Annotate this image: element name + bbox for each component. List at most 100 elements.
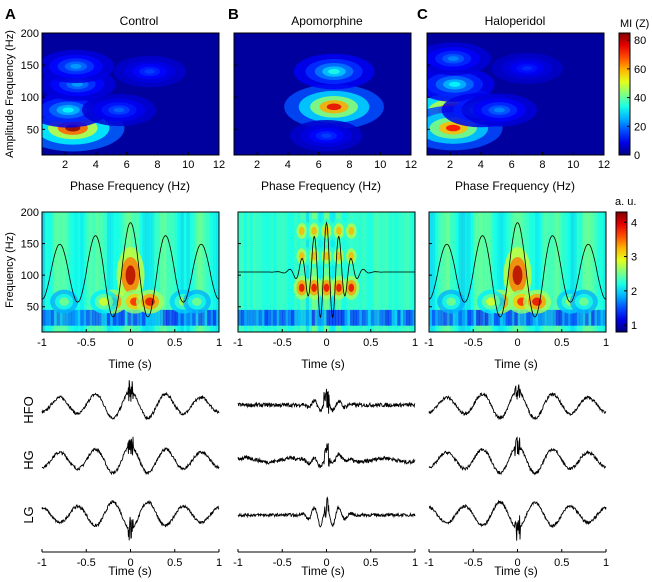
spectrogram-column <box>490 212 495 332</box>
y-tick-label: 100 <box>21 270 39 282</box>
low-band-cell <box>127 309 131 326</box>
mi-blob <box>62 107 74 113</box>
low-band-cell <box>186 309 190 326</box>
low-band-cell <box>347 309 351 326</box>
low-band-cell <box>350 309 354 326</box>
x-tick-label: 0.5 <box>363 337 378 349</box>
low-band-cell <box>133 309 137 326</box>
low-band-cell <box>526 309 530 326</box>
spectrogram-column <box>329 212 333 332</box>
low-band-cell <box>83 309 87 326</box>
low-band-cell <box>388 309 392 326</box>
row1-xlabel-a: Phase Frequency (Hz) <box>70 179 190 193</box>
x-tick-label: 0 <box>323 337 329 349</box>
x-tick-label: -1 <box>37 557 47 569</box>
comodulogram-a: 2 4 6 8 10 12 50 100 150 200 <box>21 28 225 171</box>
mi-blob <box>328 68 340 75</box>
row2-ylabel: Frequency (Hz) <box>4 232 16 308</box>
row2-xlabel-a: Time (s) <box>108 357 152 371</box>
mi-blob <box>521 66 533 71</box>
low-band-cell <box>112 309 117 326</box>
spectrogram-column <box>544 212 548 332</box>
row2-xlabel-b: Time (s) <box>301 357 345 371</box>
spectrogram-column <box>62 212 67 332</box>
low-band-cell <box>65 309 70 326</box>
low-band-cell <box>458 309 462 326</box>
low-band-cell <box>461 309 465 326</box>
low-band-cell <box>207 309 211 326</box>
spectrogram-column <box>350 212 354 332</box>
low-band-cell <box>80 309 84 326</box>
low-band-cell <box>124 309 129 326</box>
low-band-cell <box>558 309 563 326</box>
axes-frame <box>233 32 412 156</box>
traces-a: -1 -0.5 0 0.5 1 <box>37 380 222 569</box>
x-tick-label: 0.5 <box>554 337 569 349</box>
power-spot <box>311 226 317 236</box>
title-control: Control <box>120 14 159 28</box>
traces-b: -1 -0.5 0 0.5 1 <box>233 388 418 569</box>
spectrogram-column <box>600 212 604 332</box>
x-tick-label: -1 <box>233 337 243 349</box>
low-band-cell <box>95 309 99 326</box>
low-band-cell <box>379 309 384 326</box>
low-band-cell <box>56 309 61 326</box>
low-band-cell <box>77 309 81 326</box>
low-band-cell <box>189 309 193 326</box>
mi-blob <box>144 69 156 74</box>
x-tick-label: 6 <box>316 159 322 171</box>
low-band-cell <box>600 309 604 326</box>
spectrogram-column <box>210 212 214 332</box>
x-tick-label: 0.5 <box>554 557 569 569</box>
mi-blob <box>113 107 125 113</box>
comodulogram-row: 2 4 6 8 10 12 50 100 150 200 2 4 6 8 10 12 2 4 6 8 10 12 <box>21 28 610 171</box>
low-band-cell <box>597 309 601 326</box>
spectrogram-column <box>213 212 217 332</box>
row3-xlabel-c: Time (s) <box>494 564 538 578</box>
spectrogram-column <box>499 212 504 332</box>
spectrogram-column <box>180 212 185 332</box>
low-band-cell <box>485 309 489 326</box>
spectrogram-column <box>308 212 313 332</box>
spectrogram-column <box>74 212 78 332</box>
spectrogram-column <box>92 212 96 332</box>
low-band-cell <box>582 309 586 326</box>
low-band-cell <box>429 309 433 326</box>
x-tick-label: 1 <box>412 337 418 349</box>
low-band-cell <box>204 309 208 326</box>
spectrogram-column <box>317 212 322 332</box>
x-tick-label: 2 <box>447 159 453 171</box>
x-tick-label: 0.5 <box>167 337 182 349</box>
x-tick-label: 1 <box>216 337 222 349</box>
spectrogram-column <box>112 212 117 332</box>
low-band-cell <box>165 309 170 326</box>
spectrogram-column <box>452 212 457 332</box>
power-spot <box>298 283 305 292</box>
low-band-cell <box>252 309 257 326</box>
low-band-cell <box>101 309 105 326</box>
x-tick-label: 12 <box>405 159 417 171</box>
x-tick-label: 10 <box>182 159 194 171</box>
spectrogram-column <box>461 212 465 332</box>
low-band-cell <box>44 309 49 326</box>
y-tick-label: 200 <box>21 207 39 219</box>
low-band-cell <box>142 309 146 326</box>
low-band-cell <box>258 309 263 326</box>
spectrogram-column <box>493 212 498 332</box>
x-tick-label: -0.5 <box>77 557 96 569</box>
x-tick-label: 1 <box>216 557 222 569</box>
low-band-cell <box>297 309 301 326</box>
comodulogram-c: 2 4 6 8 10 12 <box>426 32 610 171</box>
low-band-cell <box>249 309 254 326</box>
spectrogram-column <box>285 212 289 332</box>
spectrogram-column <box>549 212 554 332</box>
low-band-cell <box>538 309 542 326</box>
low-band-cell <box>603 309 606 326</box>
power-spot <box>125 265 136 285</box>
y-tick-label: 100 <box>21 92 39 104</box>
low-band-cell <box>400 309 404 326</box>
spectrogram-column <box>106 212 111 332</box>
spectrogram-column <box>485 212 489 332</box>
low-band-cell <box>479 309 483 326</box>
x-tick-label: 0.5 <box>167 557 182 569</box>
